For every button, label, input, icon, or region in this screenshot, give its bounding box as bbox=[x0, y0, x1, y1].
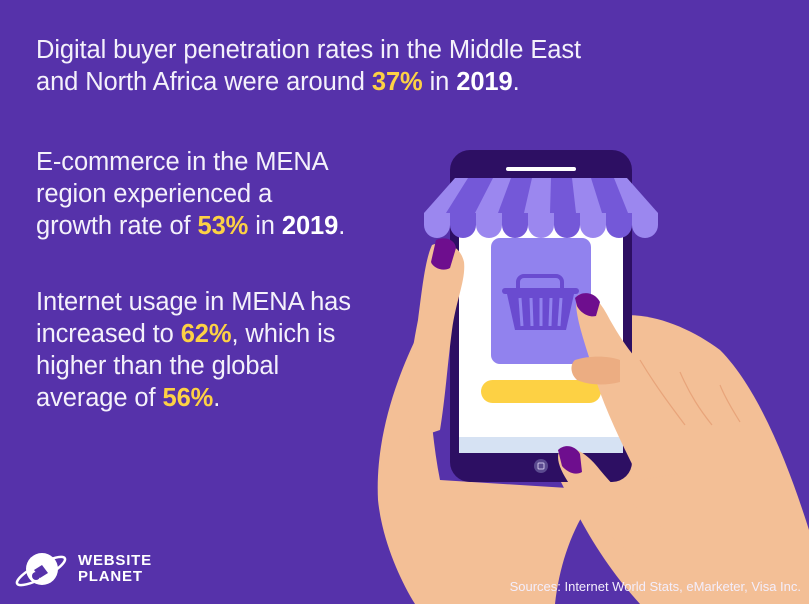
stat-line: higher than the global bbox=[36, 352, 280, 380]
stat-highlight: 37% bbox=[371, 68, 423, 96]
stat-line: and North Africa were around 37% in 2019… bbox=[36, 66, 636, 98]
stat-highlight: 56% bbox=[162, 384, 214, 412]
stat-text: . bbox=[338, 212, 346, 240]
stat-year: 2019 bbox=[281, 212, 339, 240]
awning-icon bbox=[424, 178, 658, 238]
shopping-basket-icon bbox=[502, 274, 579, 330]
stat-text: growth rate of bbox=[36, 212, 198, 240]
add-to-cart-button[interactable] bbox=[481, 380, 601, 403]
planet-icon bbox=[15, 553, 67, 587]
right-index-nail bbox=[575, 293, 600, 317]
phone-speaker bbox=[506, 167, 576, 171]
website-planet-logo[interactable]: WEBSITE PLANET bbox=[12, 550, 152, 588]
screen-footer bbox=[459, 437, 623, 453]
stat-ecommerce-growth: E-commerce in the MENA region experience… bbox=[36, 146, 436, 242]
stat-line: Digital buyer penetration rates in the M… bbox=[36, 36, 581, 64]
stat-text: in bbox=[422, 68, 457, 96]
right-thumb-nail bbox=[558, 446, 582, 474]
stat-year: 2019 bbox=[456, 68, 513, 96]
stat-line: average of 56%. bbox=[36, 382, 436, 414]
logo-text: WEBSITE PLANET bbox=[78, 553, 152, 585]
stat-text: increased to bbox=[36, 320, 181, 348]
stat-line: Internet usage in MENA has bbox=[36, 288, 351, 316]
stat-text: . bbox=[213, 384, 221, 412]
stat-line: growth rate of 53% in 2019. bbox=[36, 210, 436, 242]
stat-line: region experienced a bbox=[36, 180, 273, 208]
logo-line-2: PLANET bbox=[78, 568, 143, 585]
stat-digital-buyer-penetration: Digital buyer penetration rates in the M… bbox=[36, 34, 636, 98]
stat-text: , which is bbox=[231, 320, 336, 348]
stat-line: E-commerce in the MENA bbox=[36, 148, 329, 176]
right-index-finger bbox=[576, 293, 700, 480]
stat-text: in bbox=[248, 212, 282, 240]
stat-highlight: 62% bbox=[180, 320, 232, 348]
left-thumb-nail bbox=[431, 238, 456, 270]
right-middle-finger bbox=[571, 356, 620, 385]
stat-text: average of bbox=[36, 384, 163, 412]
stat-highlight: 53% bbox=[197, 212, 249, 240]
left-hand bbox=[377, 330, 600, 604]
sources-caption: Sources: Internet World Stats, eMarketer… bbox=[509, 579, 801, 594]
stat-line: increased to 62%, which is bbox=[36, 318, 436, 350]
logo-line-1: WEBSITE bbox=[78, 552, 152, 569]
home-button-icon[interactable] bbox=[534, 459, 548, 473]
stat-text: . bbox=[512, 68, 520, 96]
left-thumb bbox=[407, 243, 465, 440]
stat-internet-usage: Internet usage in MENA has increased to … bbox=[36, 286, 436, 414]
stat-text: and North Africa were around bbox=[36, 68, 372, 96]
right-thumb bbox=[558, 448, 680, 560]
